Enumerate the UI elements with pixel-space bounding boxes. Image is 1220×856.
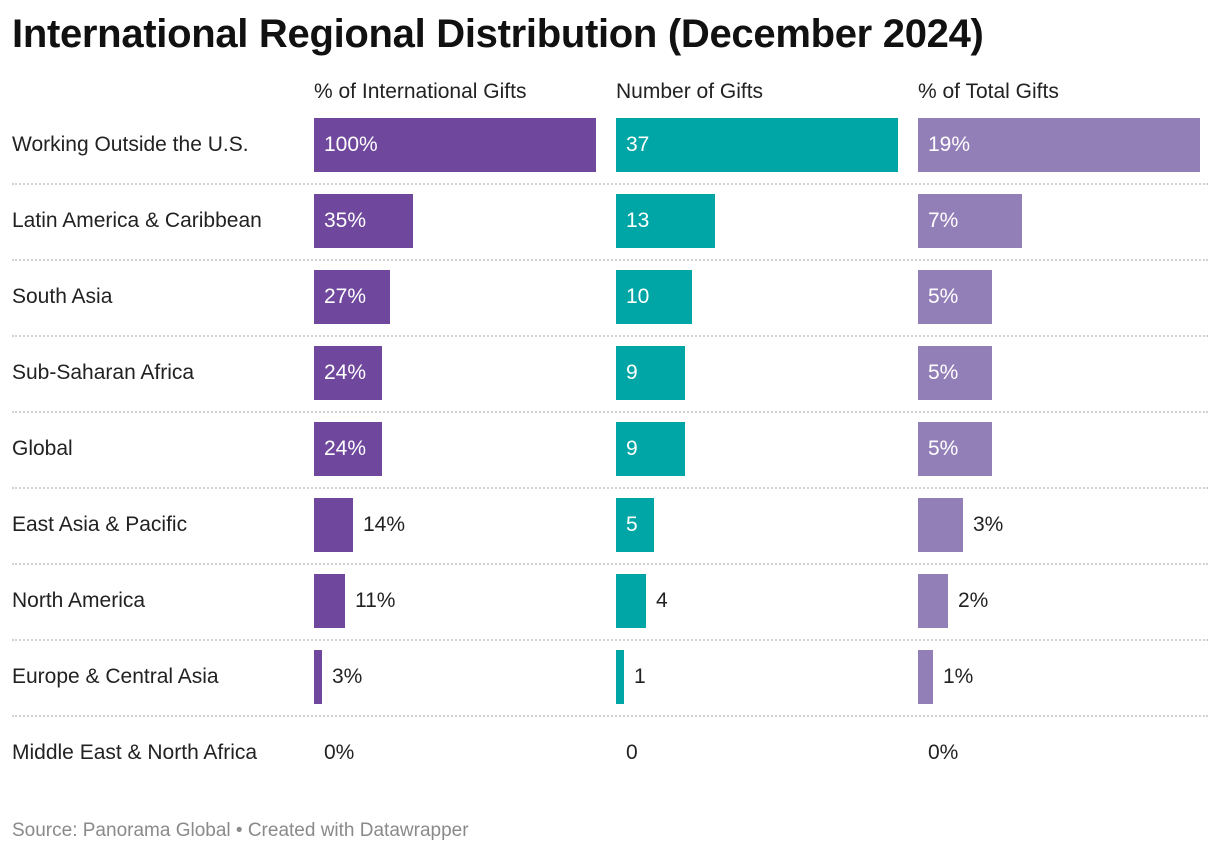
bar: [918, 194, 1022, 248]
bar: [314, 498, 353, 552]
row-separator: [12, 563, 1208, 565]
data-label: 35%: [324, 209, 367, 232]
row-label: Europe & Central Asia: [12, 665, 219, 688]
bar: [616, 118, 898, 172]
row-label: Global: [12, 437, 73, 460]
row-label: South Asia: [12, 285, 113, 308]
bar: [918, 270, 992, 324]
data-label: 14%: [363, 513, 406, 536]
data-label: 13: [626, 209, 650, 232]
row-label: North America: [12, 589, 146, 612]
bar: [616, 194, 715, 248]
data-label: 3%: [973, 513, 1004, 536]
row-separator: [12, 335, 1208, 337]
data-label: 100%: [324, 133, 378, 156]
row-separator: [12, 259, 1208, 261]
data-label: 5%: [928, 361, 959, 384]
bar: [918, 346, 992, 400]
data-label: 0%: [324, 741, 355, 764]
data-label: 10: [626, 285, 650, 308]
bar: [314, 118, 596, 172]
chart-title: International Regional Distribution (Dec…: [12, 12, 984, 56]
bar: [918, 498, 963, 552]
data-label: 24%: [324, 437, 367, 460]
data-label: 0: [626, 741, 638, 764]
row-separator: [12, 411, 1208, 413]
data-label: 1: [634, 665, 646, 688]
bar: [314, 346, 382, 400]
bar: [616, 574, 646, 628]
row-label: Latin America & Caribbean: [12, 209, 262, 232]
row-label: Sub-Saharan Africa: [12, 361, 195, 384]
bar: [314, 650, 322, 704]
data-label: 5: [626, 513, 638, 536]
data-label: 9: [626, 437, 638, 460]
bar: [314, 574, 345, 628]
row-separator: [12, 639, 1208, 641]
bar: [918, 422, 992, 476]
data-label: 3%: [332, 665, 363, 688]
bar: [616, 422, 685, 476]
column-header-intl-pct: % of International Gifts: [314, 80, 527, 103]
row-label: Middle East & North Africa: [12, 741, 258, 764]
bar: [314, 270, 390, 324]
data-label: 4: [656, 589, 668, 612]
data-label: 9: [626, 361, 638, 384]
bar: [314, 422, 382, 476]
bar: [918, 118, 1200, 172]
row-separator: [12, 487, 1208, 489]
bar: [616, 270, 692, 324]
row-separator: [12, 715, 1208, 717]
bar: [918, 650, 933, 704]
data-label: 11%: [355, 589, 396, 612]
column-header-total-pct: % of Total Gifts: [918, 80, 1059, 103]
data-label: 19%: [928, 133, 971, 156]
data-label: 24%: [324, 361, 367, 384]
bar: [616, 346, 685, 400]
data-label: 27%: [324, 285, 367, 308]
data-label: 7%: [928, 209, 959, 232]
column-header-number: Number of Gifts: [616, 80, 764, 103]
data-label: 5%: [928, 437, 959, 460]
data-label: 2%: [958, 589, 989, 612]
data-label: 1%: [943, 665, 974, 688]
row-separator: [12, 183, 1208, 185]
bar: [918, 574, 948, 628]
data-label: 0%: [928, 741, 959, 764]
data-label: 37: [626, 133, 650, 156]
bar: [314, 194, 413, 248]
row-label: East Asia & Pacific: [12, 513, 188, 536]
source-note: Source: Panorama Global • Created with D…: [12, 820, 469, 841]
bar: [616, 650, 624, 704]
data-label: 5%: [928, 285, 959, 308]
bar: [616, 498, 654, 552]
row-label: Working Outside the U.S.: [12, 133, 249, 156]
